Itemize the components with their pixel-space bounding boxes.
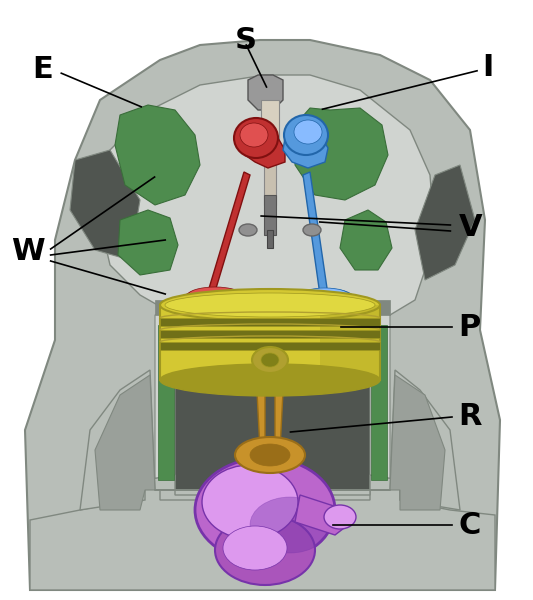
Ellipse shape [195,458,335,562]
Polygon shape [30,480,495,590]
Bar [264,145,276,205]
Bar [261,100,279,155]
Polygon shape [240,138,285,168]
Polygon shape [248,75,283,110]
Polygon shape [295,495,348,535]
Ellipse shape [160,364,380,396]
Polygon shape [80,370,460,510]
Ellipse shape [261,353,279,367]
Text: W: W [11,238,44,266]
Text: S: S [235,26,256,55]
Polygon shape [95,75,435,315]
Ellipse shape [240,123,268,147]
Ellipse shape [187,287,243,305]
Polygon shape [115,105,200,205]
Polygon shape [256,360,284,458]
Ellipse shape [284,115,328,155]
Bar [160,330,380,338]
Ellipse shape [215,515,315,585]
Ellipse shape [202,465,298,539]
Polygon shape [160,305,380,380]
Ellipse shape [250,497,330,553]
Text: V: V [458,214,482,242]
Ellipse shape [160,289,380,321]
Ellipse shape [223,526,287,570]
Polygon shape [320,305,380,380]
Bar [371,325,387,480]
Ellipse shape [235,437,305,473]
Text: C: C [458,511,481,539]
Polygon shape [303,172,328,295]
Polygon shape [70,150,140,260]
Bar [267,230,273,248]
Polygon shape [283,138,328,168]
Polygon shape [155,305,175,490]
Polygon shape [340,210,392,270]
Ellipse shape [183,289,247,311]
Polygon shape [295,108,388,200]
Polygon shape [95,375,445,510]
Bar [158,325,174,480]
Ellipse shape [300,288,350,304]
Ellipse shape [295,289,355,311]
Polygon shape [25,40,500,590]
Ellipse shape [324,505,356,529]
Ellipse shape [250,444,290,466]
Polygon shape [160,320,385,490]
Text: I: I [482,53,494,82]
Ellipse shape [294,120,322,144]
Text: R: R [458,403,482,431]
Ellipse shape [239,224,257,236]
Polygon shape [155,300,390,315]
Text: E: E [32,55,53,83]
Text: P: P [458,313,481,341]
Bar [160,342,380,350]
Ellipse shape [234,118,278,158]
Polygon shape [415,165,475,280]
Polygon shape [370,305,390,490]
Polygon shape [118,210,178,275]
Bar [264,195,276,235]
Polygon shape [207,172,250,295]
Ellipse shape [303,224,321,236]
Bar [160,318,380,326]
Ellipse shape [252,347,288,373]
Ellipse shape [165,293,375,317]
